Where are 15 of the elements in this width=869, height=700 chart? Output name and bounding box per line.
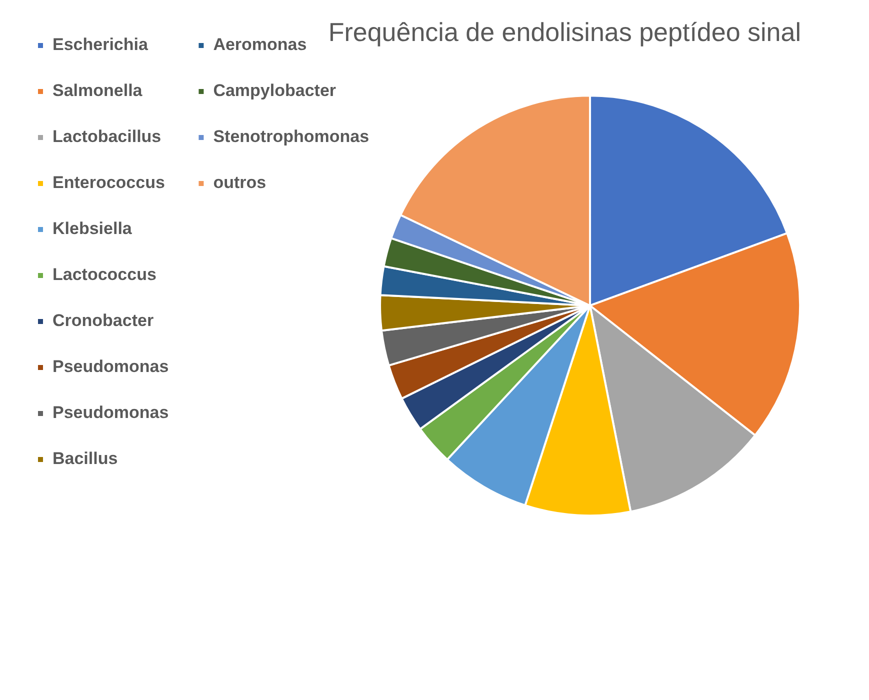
chart-title: Frequência de endolisinas peptídeo sinal <box>328 16 801 47</box>
legend-label: Pseudomonas <box>52 357 169 376</box>
legend-label: Lactococcus <box>52 265 156 284</box>
legend-label: Aeromonas <box>213 35 307 54</box>
legend-label: Escherichia <box>52 35 148 54</box>
legend-label: Lactobacillus <box>52 127 162 146</box>
legend-label: Enterococcus <box>52 173 165 192</box>
legend-label: Bacillus <box>52 449 118 468</box>
legend-label: Pseudomonas <box>52 403 169 422</box>
legend-label: Klebsiella <box>52 219 132 238</box>
legend-label: Campylobacter <box>213 81 336 100</box>
legend-label: outros <box>213 173 266 192</box>
legend-label: Stenotrophomonas <box>213 127 370 146</box>
legend-label: Salmonella <box>52 81 143 100</box>
legend-label: Cronobacter <box>52 311 154 330</box>
